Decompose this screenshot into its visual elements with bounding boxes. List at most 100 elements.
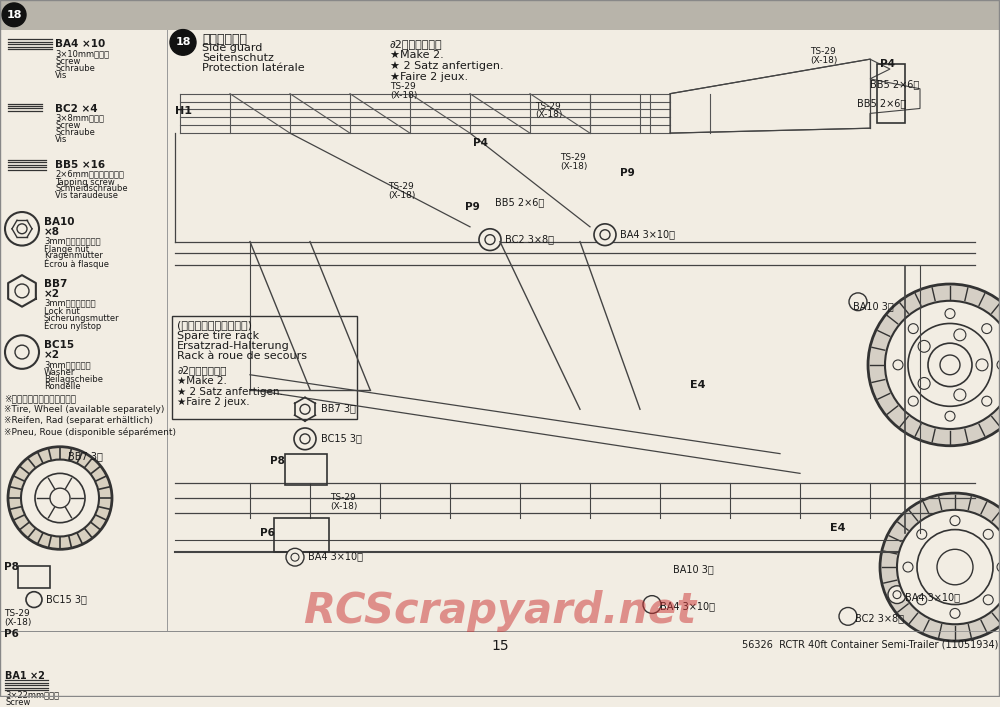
Circle shape xyxy=(21,460,99,537)
Text: Screw: Screw xyxy=(55,57,80,66)
Text: ★ 2 Satz anfertigen.: ★ 2 Satz anfertigen. xyxy=(177,387,283,397)
Circle shape xyxy=(918,378,930,390)
Circle shape xyxy=(2,3,26,27)
Text: E4: E4 xyxy=(690,380,706,390)
Text: BA4 ×10: BA4 ×10 xyxy=(55,40,105,49)
Text: BA10 3㎜: BA10 3㎜ xyxy=(673,564,714,574)
Text: RCScrapyard.net: RCScrapyard.net xyxy=(303,590,697,633)
Circle shape xyxy=(983,530,993,539)
Text: Vis: Vis xyxy=(55,71,67,80)
Text: TS-29: TS-29 xyxy=(810,47,836,57)
Text: P4: P4 xyxy=(880,59,895,69)
Circle shape xyxy=(643,596,661,614)
Text: Screw: Screw xyxy=(55,122,80,130)
Circle shape xyxy=(997,562,1000,572)
Text: 3×22mm丸ビス: 3×22mm丸ビス xyxy=(5,690,59,699)
Text: BC2 ×4: BC2 ×4 xyxy=(55,103,98,114)
Text: TS-29: TS-29 xyxy=(330,493,356,502)
Text: Vis: Vis xyxy=(55,135,67,144)
Text: 3×8mm丸ビス: 3×8mm丸ビス xyxy=(55,113,104,122)
Text: Washer: Washer xyxy=(44,368,75,377)
Circle shape xyxy=(8,447,112,549)
Bar xyxy=(274,518,329,552)
Text: 2×6mmタッピングビス: 2×6mmタッピングビス xyxy=(55,170,124,179)
Text: BC15 3㎜: BC15 3㎜ xyxy=(46,595,87,604)
Text: (X-18): (X-18) xyxy=(560,162,587,170)
Text: BA4 3×10㎜: BA4 3×10㎜ xyxy=(660,602,715,612)
Text: ※Pneu, Roue (disponible séparément): ※Pneu, Roue (disponible séparément) xyxy=(4,427,176,436)
Text: Ersatzrad-Halterung: Ersatzrad-Halterung xyxy=(177,341,290,351)
Text: ×2: ×2 xyxy=(44,289,60,299)
Circle shape xyxy=(983,595,993,604)
Text: Beilagscheibe: Beilagscheibe xyxy=(44,375,103,384)
Text: Screw: Screw xyxy=(5,699,30,707)
Circle shape xyxy=(908,324,992,407)
Circle shape xyxy=(849,293,867,310)
Bar xyxy=(172,315,357,419)
Text: P8: P8 xyxy=(4,562,19,572)
Circle shape xyxy=(893,591,901,599)
Text: ∂2個作ります。: ∂2個作ります。 xyxy=(390,40,443,49)
Bar xyxy=(285,454,327,485)
Circle shape xyxy=(982,396,992,406)
Circle shape xyxy=(839,607,857,625)
Text: Flange nut: Flange nut xyxy=(44,245,89,254)
Circle shape xyxy=(918,341,930,352)
Bar xyxy=(18,566,50,588)
Text: ★Faire 2 jeux.: ★Faire 2 jeux. xyxy=(390,72,468,82)
Circle shape xyxy=(594,224,616,245)
Text: TS-29: TS-29 xyxy=(388,182,414,192)
Text: Rack à roue de secours: Rack à roue de secours xyxy=(177,351,307,361)
Text: ×2: ×2 xyxy=(44,350,60,360)
Text: Écrou à flasque: Écrou à flasque xyxy=(44,258,109,269)
Text: ★Make 2.: ★Make 2. xyxy=(390,50,444,60)
Text: 56326  RCTR 40ft Container Semi-Trailer (11051934): 56326 RCTR 40ft Container Semi-Trailer (… xyxy=(742,639,998,649)
Circle shape xyxy=(917,530,927,539)
Text: BB5 ×16: BB5 ×16 xyxy=(55,160,105,170)
Circle shape xyxy=(893,360,903,370)
Text: Spare tire rack: Spare tire rack xyxy=(177,332,259,341)
Circle shape xyxy=(982,324,992,334)
Circle shape xyxy=(600,230,610,240)
Circle shape xyxy=(976,359,988,370)
Circle shape xyxy=(908,324,918,334)
Text: Tapping screw: Tapping screw xyxy=(55,177,115,187)
Text: Kragenmutter: Kragenmutter xyxy=(44,252,103,260)
Text: BA10 3㎜: BA10 3㎜ xyxy=(853,300,894,311)
Text: 3mmフランジナット: 3mmフランジナット xyxy=(44,237,101,246)
Circle shape xyxy=(170,30,196,55)
Text: P6: P6 xyxy=(4,629,19,639)
Circle shape xyxy=(50,488,70,508)
Text: P9: P9 xyxy=(620,168,635,177)
Text: ★Make 2.: ★Make 2. xyxy=(177,375,227,386)
Circle shape xyxy=(917,530,993,604)
Text: BB5 2×6㎜: BB5 2×6㎜ xyxy=(870,79,919,89)
Text: ×8: ×8 xyxy=(44,227,60,237)
Text: BB5 2×6㎜: BB5 2×6㎜ xyxy=(857,98,906,109)
Text: 3×10mm丸ビス: 3×10mm丸ビス xyxy=(55,49,109,58)
Text: E4: E4 xyxy=(830,522,846,532)
Circle shape xyxy=(908,396,918,406)
Text: BB7: BB7 xyxy=(44,279,67,289)
Text: Seitenschutz: Seitenschutz xyxy=(202,53,274,63)
Text: Schneidschraube: Schneidschraube xyxy=(55,185,128,194)
Text: TS-29: TS-29 xyxy=(560,153,586,162)
Text: P8: P8 xyxy=(270,455,285,466)
Text: (X-18): (X-18) xyxy=(810,57,837,65)
Text: 15: 15 xyxy=(491,639,509,653)
Circle shape xyxy=(885,300,1000,429)
Text: (X-18): (X-18) xyxy=(388,192,415,200)
Text: Schraube: Schraube xyxy=(55,128,95,137)
Text: BC2 3×8㎜: BC2 3×8㎜ xyxy=(505,234,554,244)
Text: BA1 ×2: BA1 ×2 xyxy=(5,671,45,681)
Bar xyxy=(0,0,1000,30)
Text: ★ 2 Satz anfertigen.: ★ 2 Satz anfertigen. xyxy=(390,61,504,71)
Circle shape xyxy=(35,474,85,522)
Circle shape xyxy=(291,554,299,561)
Text: BC15 3㎜: BC15 3㎜ xyxy=(321,433,362,443)
Circle shape xyxy=(940,355,960,375)
Bar xyxy=(877,64,905,123)
Text: Rondelle: Rondelle xyxy=(44,382,81,391)
Text: H1: H1 xyxy=(175,105,192,115)
Circle shape xyxy=(954,389,966,401)
